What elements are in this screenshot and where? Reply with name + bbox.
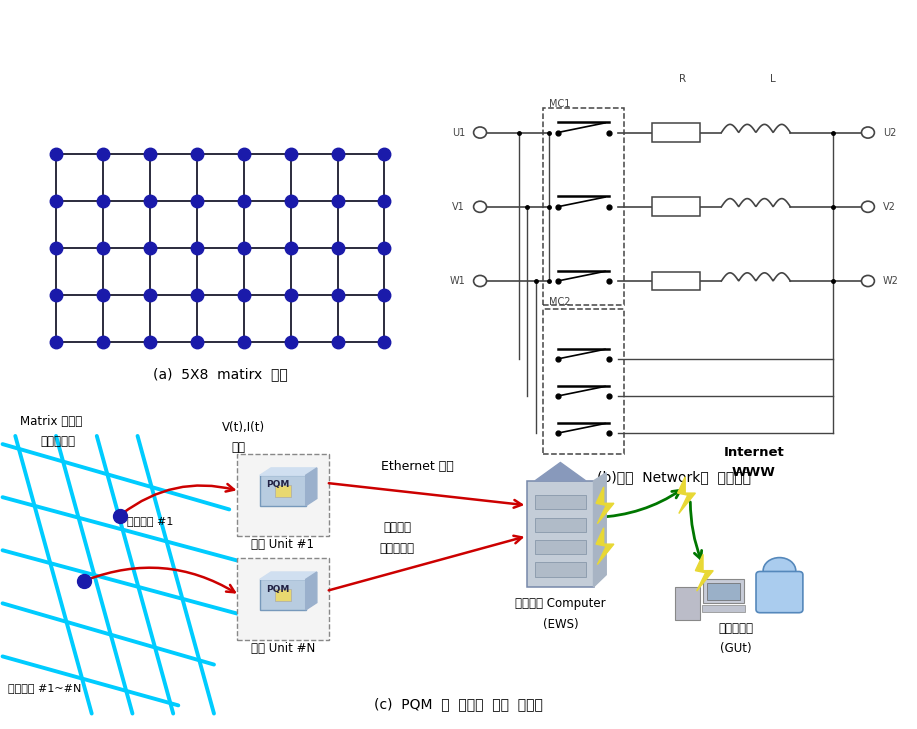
Text: (b)계통  Network반  모의선로: (b)계통 Network반 모의선로 (597, 470, 751, 484)
Bar (274, 485, 291, 497)
Text: U2: U2 (883, 128, 897, 138)
Text: W2: W2 (883, 276, 899, 286)
Polygon shape (305, 468, 317, 506)
Polygon shape (305, 572, 317, 610)
Bar (260, 580, 305, 610)
Text: 측정지점 #1~#N: 측정지점 #1~#N (7, 683, 81, 693)
Polygon shape (260, 572, 317, 580)
Bar (675, 587, 701, 620)
FancyBboxPatch shape (756, 572, 803, 612)
Text: 분석데이터: 분석데이터 (380, 542, 414, 555)
Text: R: R (679, 74, 686, 85)
Text: Internet: Internet (724, 445, 784, 459)
FancyBboxPatch shape (237, 454, 328, 536)
Bar (707, 583, 740, 601)
Bar (535, 563, 586, 577)
Bar (535, 495, 586, 510)
Polygon shape (678, 477, 695, 513)
FancyBboxPatch shape (237, 558, 328, 640)
Text: 측정 Unit #N: 측정 Unit #N (250, 642, 315, 655)
Text: 측정지점 #1: 측정지점 #1 (127, 516, 173, 526)
Text: Ethernet 통신: Ethernet 통신 (381, 460, 454, 473)
Text: MC2: MC2 (549, 297, 570, 307)
Text: 중앙관리 Computer: 중앙관리 Computer (515, 597, 606, 610)
Text: (EWS): (EWS) (543, 617, 579, 631)
Bar (653, 123, 700, 142)
Text: 전기품질: 전기품질 (383, 521, 412, 534)
Bar (703, 579, 744, 604)
Polygon shape (260, 468, 317, 475)
Text: V(t),I(t): V(t),I(t) (222, 421, 265, 434)
Text: 측정: 측정 (232, 441, 246, 454)
Text: U1: U1 (452, 128, 465, 138)
Text: (a)  5X8  matirx  구조: (a) 5X8 matirx 구조 (153, 367, 287, 381)
Text: 사용자환경: 사용자환경 (719, 622, 754, 635)
Text: W1: W1 (449, 276, 465, 286)
Polygon shape (596, 487, 613, 523)
Text: 측정 Unit #1: 측정 Unit #1 (251, 538, 315, 551)
Bar (535, 518, 586, 532)
Polygon shape (596, 528, 613, 564)
Circle shape (763, 558, 796, 584)
Bar (535, 540, 586, 554)
Text: PQM: PQM (266, 585, 290, 593)
Text: L: L (770, 74, 776, 85)
Text: WWW: WWW (732, 466, 776, 479)
Text: MC1: MC1 (549, 98, 570, 109)
Bar (653, 272, 700, 290)
Polygon shape (593, 472, 606, 587)
Text: PQM: PQM (266, 480, 290, 489)
Bar (274, 589, 291, 601)
Polygon shape (695, 554, 713, 591)
Bar (653, 198, 700, 216)
Bar (702, 605, 746, 612)
Text: Matrix 형태의: Matrix 형태의 (20, 415, 83, 428)
Text: (c)  PQM  및  데이터  전송  개요도: (c) PQM 및 데이터 전송 개요도 (374, 698, 543, 712)
Text: (GUt): (GUt) (721, 642, 752, 655)
Bar (260, 475, 305, 506)
Text: 전력시스템: 전력시스템 (40, 435, 76, 448)
Text: V2: V2 (883, 202, 896, 211)
Text: V1: V1 (452, 202, 465, 211)
Polygon shape (535, 462, 586, 481)
Bar (527, 481, 593, 587)
